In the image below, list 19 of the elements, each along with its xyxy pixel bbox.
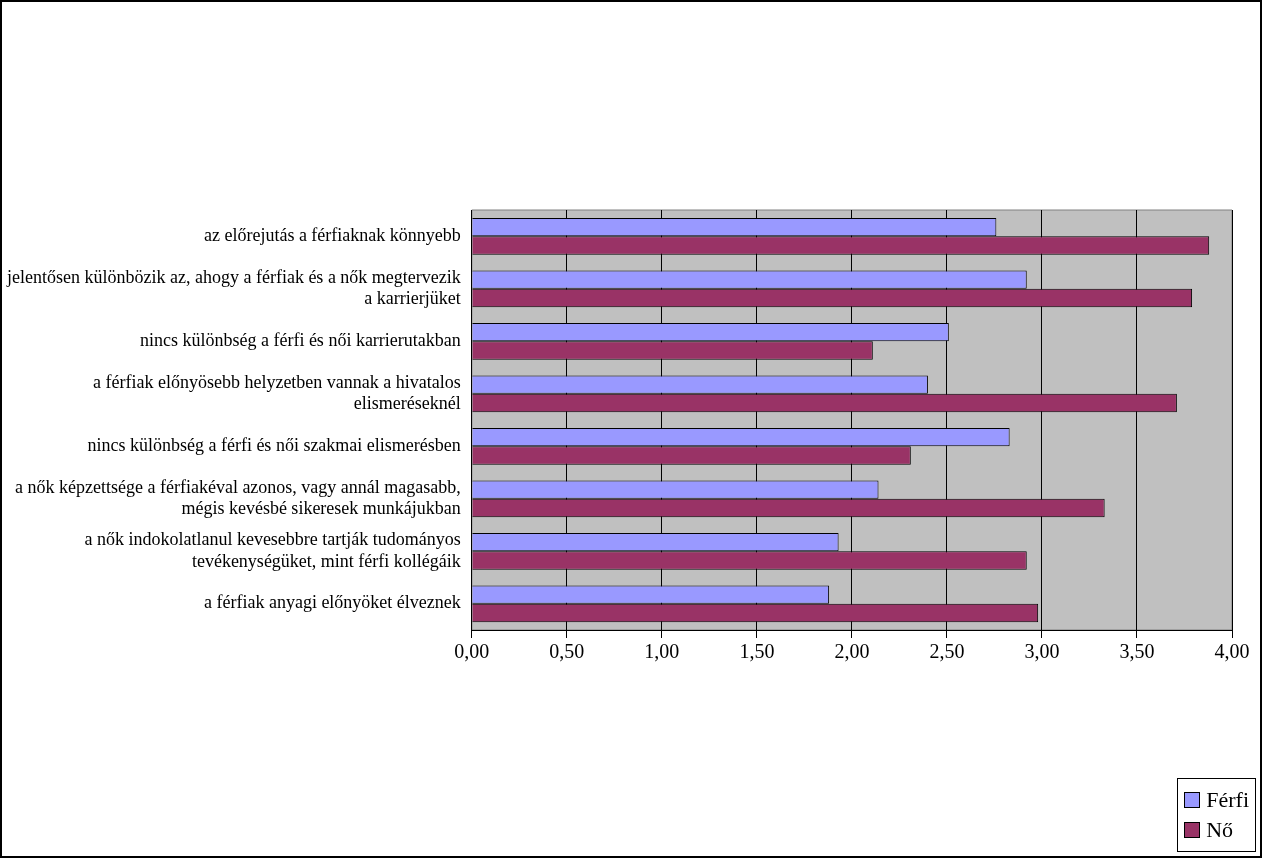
legend-label: Férfi [1206,787,1249,813]
y-tick-label: nincs különbség a férfi és női karrierutakban [139,329,461,350]
x-tick-label: 3,50 [1119,640,1155,663]
legend-label: Nő [1206,817,1234,843]
x-tick-label: 2,00 [834,640,870,663]
y-tick-label: a nők indokolatlanul kevesebbre tartják tudományos tevékenységüket, mint férfi kollégáik [84,529,461,571]
x-tick-label: 1,00 [644,640,680,663]
y-tick-label: az előrejutás a férfiaknak könnyebb [203,224,461,245]
y-tick-label: a férfiak előnyösebb helyzetben vannak a hivatalos elismeréseknél [92,371,461,414]
y-tick-label: a férfiak anyagi előnyöket élveznek [203,592,461,613]
x-tick-label: 3,00 [1024,640,1060,663]
x-tick-label: 2,50 [929,640,965,663]
x-tick-label: 1,50 [739,640,775,663]
y-tick-label: nincs különbség a férfi és női szakmai elismerésben [87,434,461,455]
y-tick-label: jelentősen különbözik az, ahogy a férfiak és a nők megtervezik a karrierjüket [6,266,461,309]
x-tick-label: 0,00 [454,640,490,663]
x-tick-label: 4,00 [1214,640,1250,663]
x-tick-label: 0,50 [549,640,585,663]
y-tick-label: a nők képzettsége a férfiakéval azonos, vagy annál magasabb, mégis kevésbé sikeresek munkájukban [15,476,461,519]
